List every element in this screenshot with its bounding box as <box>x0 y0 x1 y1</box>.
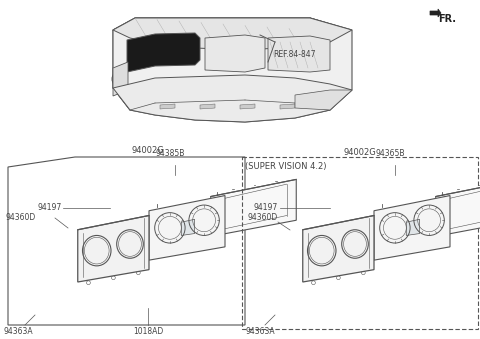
Text: 94363A: 94363A <box>245 327 275 336</box>
Polygon shape <box>181 219 194 236</box>
Polygon shape <box>430 9 441 17</box>
Text: FR.: FR. <box>438 14 456 24</box>
Polygon shape <box>211 179 296 236</box>
Text: 94360D: 94360D <box>5 214 35 222</box>
Polygon shape <box>240 104 255 109</box>
Text: REF.84-847: REF.84-847 <box>273 50 315 59</box>
Polygon shape <box>268 36 330 72</box>
Text: 94360D: 94360D <box>247 214 277 222</box>
Polygon shape <box>113 75 352 122</box>
Polygon shape <box>149 196 225 260</box>
Text: 94385B: 94385B <box>156 149 185 158</box>
Polygon shape <box>374 196 450 260</box>
Polygon shape <box>295 90 352 110</box>
Bar <box>242 157 478 329</box>
Polygon shape <box>280 104 295 109</box>
Text: 94197: 94197 <box>254 203 278 213</box>
Polygon shape <box>200 104 215 109</box>
Polygon shape <box>113 62 128 96</box>
Polygon shape <box>113 18 352 122</box>
Polygon shape <box>78 216 149 282</box>
Polygon shape <box>310 18 350 85</box>
Polygon shape <box>127 33 200 72</box>
Polygon shape <box>205 35 265 72</box>
Text: 94363A: 94363A <box>3 327 33 336</box>
Polygon shape <box>160 104 175 109</box>
Polygon shape <box>303 216 374 282</box>
Bar <box>225 45 233 50</box>
Text: 1018AD: 1018AD <box>133 327 163 336</box>
Bar <box>238 45 246 50</box>
Bar <box>210 45 218 50</box>
Polygon shape <box>113 18 352 50</box>
Text: 94002G: 94002G <box>344 148 376 157</box>
Text: 94002G: 94002G <box>132 146 164 155</box>
Text: (SUPER VISION 4.2): (SUPER VISION 4.2) <box>245 162 326 171</box>
Polygon shape <box>113 30 130 110</box>
Polygon shape <box>436 179 480 236</box>
Text: 94197: 94197 <box>38 203 62 213</box>
Text: 94365B: 94365B <box>375 149 405 158</box>
Polygon shape <box>406 219 420 236</box>
Polygon shape <box>113 18 350 58</box>
